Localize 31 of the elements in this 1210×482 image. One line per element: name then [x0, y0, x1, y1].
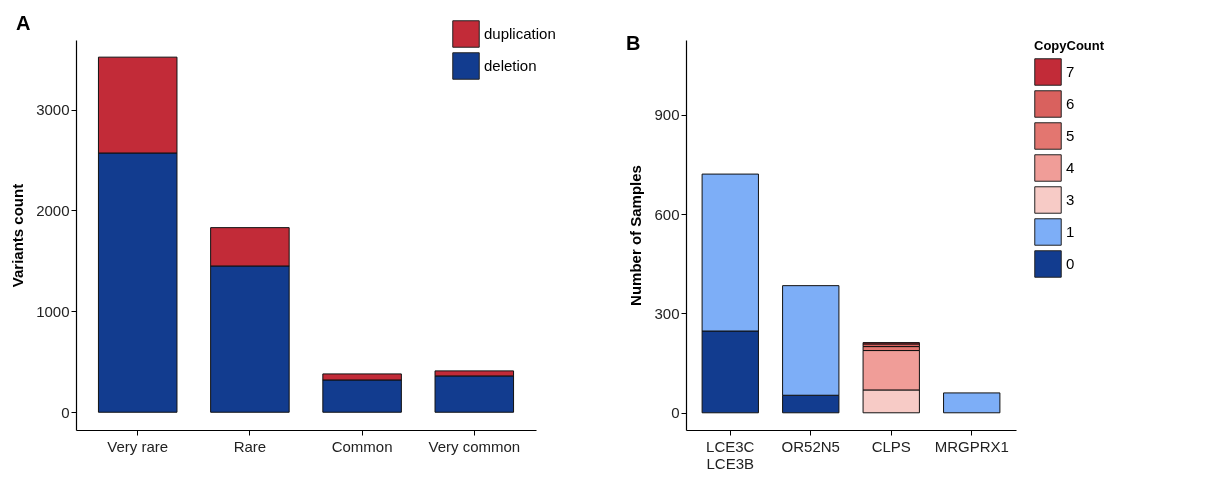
- x-tick-label: Rare: [233, 437, 267, 455]
- x-tick-label: OR52N5: [781, 437, 840, 455]
- y-axis-title: Number of Samples: [627, 165, 645, 306]
- legend-label: 7: [1066, 63, 1075, 80]
- legend-label: 4: [1066, 159, 1075, 176]
- y-tick-label: 1000: [36, 302, 70, 320]
- y-tick-label: 900: [654, 106, 680, 124]
- chart-title: A: [16, 12, 31, 34]
- x-tick-label: LCE3C LCE3B: [706, 437, 755, 472]
- legend-label: 6: [1066, 95, 1075, 112]
- y-tick-label: 600: [654, 205, 680, 223]
- x-tick-label: Very rare: [107, 437, 169, 455]
- legend-label: duplication: [484, 25, 556, 42]
- y-tick-label: 2000: [36, 201, 70, 219]
- x-tick-label: MRGPRX1: [934, 437, 1009, 455]
- y-tick-label: 0: [671, 404, 680, 422]
- legend-title: CopyCount: [1034, 38, 1105, 53]
- x-tick-label: CLPS: [871, 437, 911, 455]
- legend-label: 3: [1066, 191, 1075, 208]
- x-tick-label: Very common: [428, 437, 521, 455]
- y-axis-title: Variants count: [9, 183, 27, 288]
- x-tick-label: Common: [331, 437, 393, 455]
- bar: [943, 392, 1001, 414]
- legend-label: deletion: [484, 57, 537, 74]
- y-tick-label: 0: [61, 403, 70, 421]
- legend-label: 0: [1066, 255, 1075, 272]
- y-tick-label: 3000: [36, 101, 70, 119]
- chart-title: B: [626, 32, 641, 54]
- legend-label: 5: [1066, 127, 1075, 144]
- legend-label: 1: [1066, 223, 1075, 240]
- y-tick-label: 300: [654, 304, 680, 322]
